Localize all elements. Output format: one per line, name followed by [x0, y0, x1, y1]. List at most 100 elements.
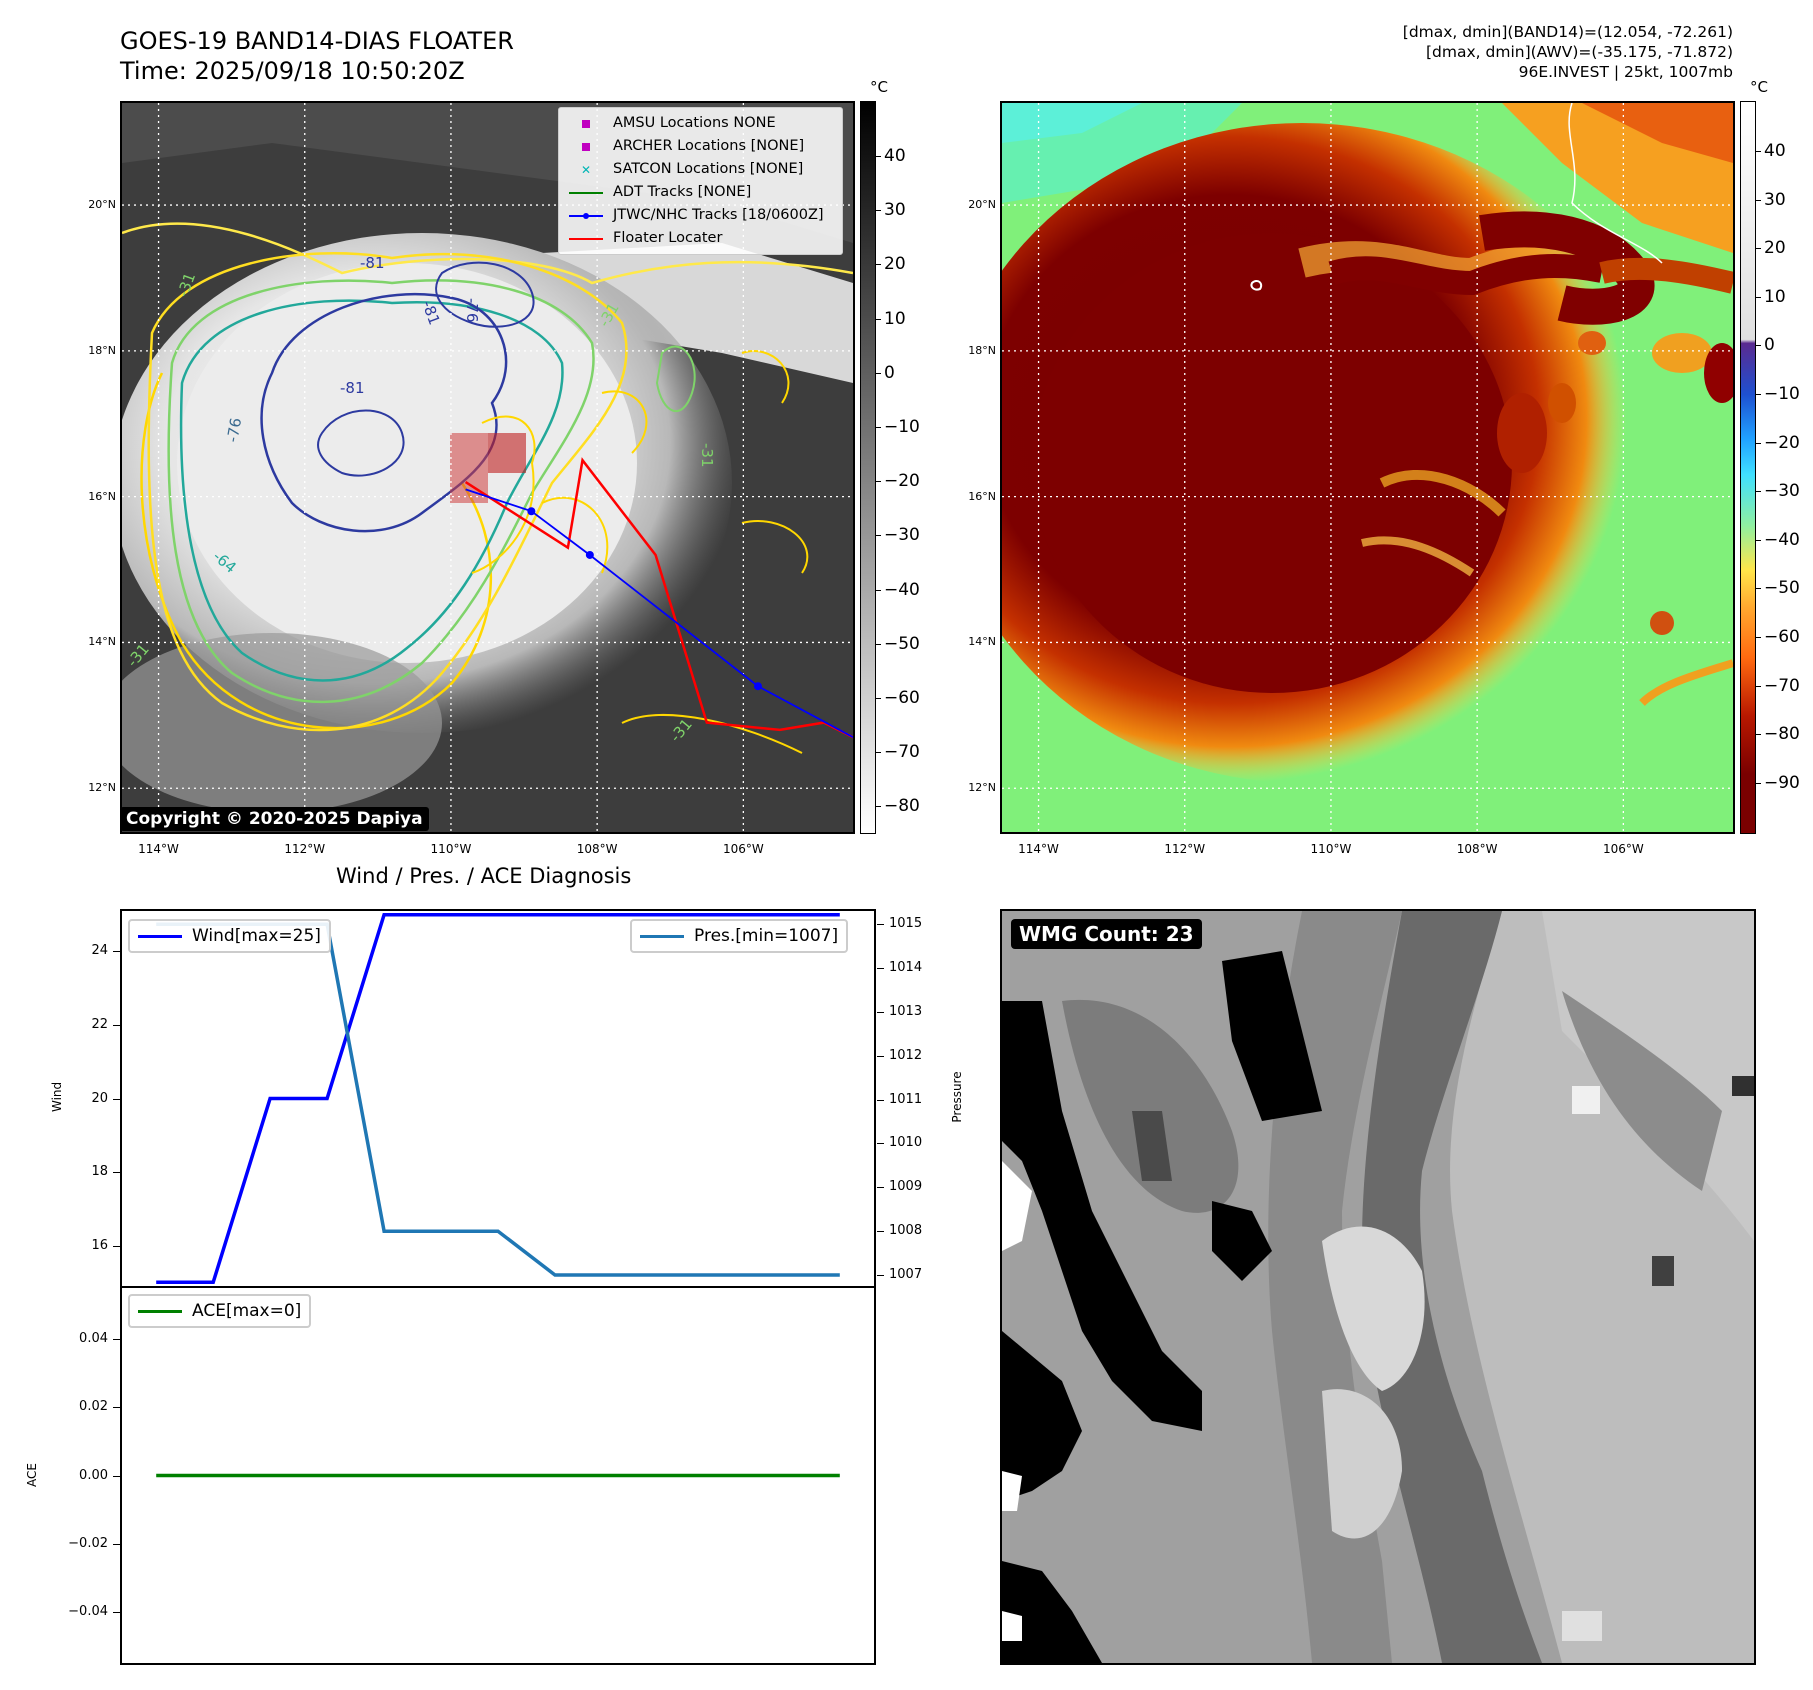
- title-line1: GOES-19 BAND14-DIAS FLOATER: [120, 27, 514, 55]
- pressure-axis-tick-mark: [877, 968, 884, 970]
- pressure-axis-tick-mark: [877, 924, 884, 926]
- ir-colorbar-tick-mark: [876, 535, 881, 537]
- x-marker-icon: ✕: [580, 162, 592, 177]
- line-marker-icon: [569, 186, 603, 200]
- ir-colorbar-tick-label: 20: [884, 254, 906, 275]
- ir-colorbar-tick-label: −40: [884, 579, 920, 600]
- ir-lat-label: 18°N: [88, 343, 116, 357]
- awv-colorbar-tick-label: −40: [1764, 529, 1800, 550]
- pressure-axis-tick-label: 1012: [889, 1047, 923, 1063]
- wind-axis-tick-label: 18: [91, 1164, 108, 1180]
- awv-colorbar-tick-mark: [1756, 539, 1761, 541]
- ir-lon-label: 106°W: [722, 842, 764, 856]
- ace-axis-tick-mark: [113, 1475, 120, 1477]
- wmg-panel: [1000, 909, 1756, 1665]
- ace-axis-tick-label: −0.04: [68, 1603, 108, 1619]
- ir-tracks: [464, 457, 853, 739]
- ir-colorbar-tick-mark: [876, 589, 881, 591]
- awv-colorbar-unit: °C: [1750, 78, 1768, 96]
- pressure-legend: Pres.[min=1007]: [630, 919, 849, 953]
- awv-map-image: [1002, 103, 1733, 832]
- info-line2: [dmax, dmin](AWV)=(-35.175, -71.872): [1426, 43, 1733, 61]
- ir-colorbar-tick-label: −50: [884, 633, 920, 654]
- info-line3: 96E.INVEST | 25kt, 1007mb: [1518, 63, 1733, 81]
- ace-chart: [120, 1286, 876, 1665]
- ir-lon-label: 114°W: [138, 842, 179, 856]
- awv-lat-label: 16°N: [968, 489, 996, 503]
- legend-item-satcon: ✕ SATCON Locations [NONE]: [569, 158, 834, 181]
- contour-label: -76: [223, 416, 245, 443]
- wind-axis-label: Wind: [50, 1081, 64, 1112]
- pressure-axis-tick-label: 1011: [889, 1091, 923, 1107]
- awv-colorbar-tick-mark: [1756, 296, 1761, 298]
- ir-lat-label: 16°N: [88, 489, 116, 503]
- floater-track-line: [464, 457, 853, 739]
- ace-axis-tick-mark: [113, 1543, 120, 1545]
- contour-label: -81: [360, 254, 385, 272]
- awv-colorbar-tick-label: −10: [1764, 384, 1800, 404]
- line-marker-icon: [138, 1309, 182, 1313]
- ace-axis-tick-label: −0.02: [68, 1535, 108, 1551]
- ir-colorbar-tick-label: −60: [884, 688, 920, 708]
- pressure-axis-label: Pressure: [950, 1071, 964, 1123]
- ir-colorbar-tick-label: −70: [884, 742, 920, 763]
- wind-pressure-chart: [120, 909, 876, 1288]
- square-marker-icon: [569, 117, 603, 131]
- ace-legend: ACE[max=0]: [128, 1294, 312, 1328]
- ir-lat-label: 20°N: [88, 198, 116, 212]
- pressure-axis-tick-mark: [877, 1011, 884, 1013]
- wind-legend: Wind[max=25]: [128, 919, 331, 953]
- ir-colorbar-tick-label: −30: [884, 525, 920, 546]
- ir-colorbar-tick-mark: [876, 156, 881, 157]
- diagnosis-title: Wind / Pres. / ACE Diagnosis: [336, 864, 632, 888]
- awv-colorbar-tick-mark: [1756, 685, 1761, 687]
- awv-colorbar-tick-label: −20: [1764, 432, 1800, 453]
- wmg-count-badge: WMG Count: 23: [1011, 919, 1202, 949]
- awv-lon-label: 112°W: [1164, 842, 1206, 856]
- awv-colorbar-tick-mark: [1756, 637, 1761, 638]
- ir-colorbar-tick-mark: [876, 481, 881, 483]
- ir-colorbar-tick-mark: [876, 318, 881, 320]
- ace-axis-tick-label: 0.02: [79, 1399, 108, 1415]
- awv-lon-label: 110°W: [1310, 842, 1352, 856]
- ir-colorbar-tick-mark: [876, 698, 881, 699]
- awv-colorbar: [1740, 101, 1756, 834]
- legend-label: JTWC/NHC Tracks [18/0600Z]: [613, 207, 824, 223]
- awv-map-panel: [1000, 101, 1735, 834]
- ir-colorbar-tick-label: −20: [884, 471, 920, 492]
- wmg-image: [1002, 911, 1754, 1663]
- legend-label: ACE[max=0]: [192, 1301, 302, 1321]
- ir-colorbar-tick-label: 30: [884, 200, 906, 221]
- ir-colorbar-tick-label: −80: [884, 796, 920, 817]
- awv-colorbar-tick-mark: [1756, 345, 1761, 347]
- ace-axis-label: ACE: [25, 1463, 39, 1487]
- awv-colorbar-tick-label: 30: [1764, 189, 1786, 210]
- awv-colorbar-tick-label: −80: [1764, 724, 1800, 745]
- ir-colorbar-tick-mark: [876, 372, 881, 374]
- pressure-axis-tick-mark: [877, 1231, 884, 1233]
- ir-colorbar-tick-label: 10: [884, 308, 906, 329]
- awv-colorbar-tick-label: −50: [1764, 578, 1800, 599]
- awv-lat-label: 20°N: [968, 198, 996, 212]
- ir-legend: AMSU Locations NONE ARCHER Locations [NO…: [558, 107, 843, 255]
- awv-colorbar-tick-mark: [1756, 782, 1761, 784]
- ir-colorbar-tick-label: 0: [884, 362, 895, 383]
- legend-label: Pres.[min=1007]: [694, 926, 839, 946]
- ir-colorbar-tick-mark: [876, 752, 881, 754]
- ace-axis-tick-mark: [113, 1407, 120, 1409]
- line-dot-marker-icon: [569, 209, 603, 223]
- legend-label: SATCON Locations [NONE]: [613, 161, 804, 177]
- jtwc-track-point: [753, 682, 762, 691]
- info-line1: [dmax, dmin](BAND14)=(12.054, -72.261): [1402, 23, 1733, 41]
- pressure-axis-tick-label: 1009: [889, 1179, 923, 1195]
- awv-lon-label: 108°W: [1456, 842, 1498, 856]
- pressure-axis-tick-label: 1010: [889, 1135, 923, 1151]
- ir-colorbar-unit: °C: [870, 78, 888, 96]
- ace-axis-tick-mark: [113, 1339, 120, 1341]
- pressure-axis-tick-mark: [877, 1187, 884, 1189]
- pressure-axis-tick-label: 1014: [889, 960, 923, 976]
- awv-gridlines: [1002, 103, 1733, 832]
- awv-colorbar-tick-mark: [1756, 151, 1761, 152]
- wind-axis-tick-label: 24: [91, 943, 108, 959]
- wind-axis-tick-label: 22: [91, 1016, 108, 1032]
